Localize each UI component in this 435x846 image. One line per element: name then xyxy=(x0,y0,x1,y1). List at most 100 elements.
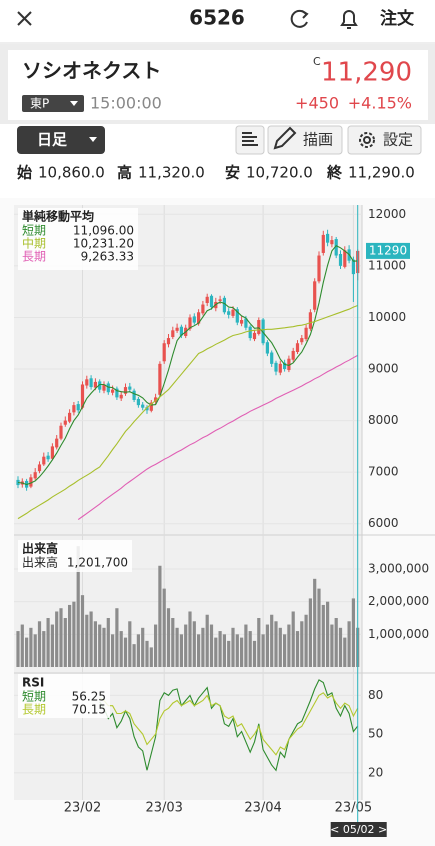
volume-bar xyxy=(20,624,24,667)
candle-body xyxy=(55,438,59,448)
legend-value: 56.25 xyxy=(72,690,106,704)
candle-body xyxy=(209,295,214,308)
volume-bar xyxy=(313,578,317,667)
volume-bar xyxy=(98,624,102,667)
candle-body xyxy=(158,363,162,395)
y-tick-label: 9000 xyxy=(368,362,399,376)
x-tick-label: 23/03 xyxy=(145,801,182,816)
period-selector[interactable] xyxy=(17,126,105,154)
candle-body xyxy=(265,342,269,354)
legend-name: 短期 xyxy=(22,224,46,238)
refresh-button[interactable] xyxy=(290,9,309,28)
volume-bar xyxy=(179,634,183,667)
legend-box xyxy=(18,208,138,270)
candle-body xyxy=(283,362,287,370)
candle-body xyxy=(72,405,76,413)
volume-bar xyxy=(270,614,274,667)
candle-body xyxy=(291,350,295,360)
candle-body xyxy=(89,378,93,388)
candle-body xyxy=(287,358,291,371)
ohlc-value: 11,290.0 xyxy=(348,164,415,182)
candle-body xyxy=(119,394,123,399)
candle-body xyxy=(270,352,274,364)
volume-bar xyxy=(136,634,140,667)
candle-body xyxy=(115,388,119,398)
candle-body xyxy=(85,379,89,386)
volume-bar xyxy=(184,624,188,667)
candle-body xyxy=(171,330,175,338)
candle-body xyxy=(175,327,179,331)
candle-body xyxy=(330,240,334,245)
header-title: 6526 xyxy=(189,6,245,30)
volume-bar xyxy=(16,631,20,667)
volume-bar xyxy=(317,588,321,667)
price-flag: C xyxy=(313,55,321,68)
volume-bar xyxy=(257,618,261,667)
legend-value: 1,201,700 xyxy=(67,556,128,570)
chart: 23/02 23/03 23/04 23/05 6000 7000 8000 9000 1000… xyxy=(14,205,435,837)
legend-name: 短期 xyxy=(22,690,46,704)
volume-bar xyxy=(158,565,162,667)
volume-bar xyxy=(201,627,205,667)
volume-bar xyxy=(111,634,115,667)
alert-button[interactable] xyxy=(340,10,358,29)
close-button[interactable] xyxy=(17,11,32,26)
candle-body xyxy=(188,317,192,329)
legend-value: 10,231.20 xyxy=(73,237,134,251)
market-selector[interactable] xyxy=(22,95,84,112)
volume-bar xyxy=(321,604,325,667)
y-tick-label: 8000 xyxy=(368,413,399,427)
price-marker-label: 11290 xyxy=(369,243,407,257)
candle-body xyxy=(222,297,226,313)
settings-label: 設定 xyxy=(383,131,413,149)
legend-value: 11,096.00 xyxy=(73,224,134,238)
candle-body xyxy=(37,464,42,472)
volume-bar xyxy=(283,634,287,667)
candle-body xyxy=(68,412,72,422)
y-tick-label: 80 xyxy=(368,688,383,702)
candle-body xyxy=(132,390,136,400)
candle-body xyxy=(93,381,97,388)
candle-body xyxy=(136,398,140,406)
y-tick-label: 2,000,000 xyxy=(368,594,429,608)
market-dropdown-arrow xyxy=(70,101,78,106)
order-button[interactable]: 注文 xyxy=(380,8,415,29)
volume-bar xyxy=(304,614,308,667)
legend-name: 出来高 xyxy=(22,556,58,570)
ohlc-label: 始 xyxy=(17,164,32,182)
candle-body xyxy=(313,281,317,310)
volume-bar xyxy=(80,595,85,667)
volume-bar xyxy=(291,611,295,667)
volume-bar xyxy=(76,546,80,667)
market-label: 東P xyxy=(30,97,49,111)
volume-bar xyxy=(93,621,97,667)
candle-body xyxy=(59,425,63,439)
candle-body xyxy=(166,338,171,345)
volume-bar xyxy=(244,624,248,667)
ohlc-row: 始 10,860.0 高 11,320.0 安 10,720.0 終 11,290.0 xyxy=(17,164,415,182)
volume-bar xyxy=(102,627,106,667)
volume-bar xyxy=(240,637,244,667)
candle-body xyxy=(162,343,166,362)
candle-body xyxy=(29,477,33,487)
draw-label: 描画 xyxy=(303,131,333,149)
volume-bar xyxy=(326,601,330,667)
volume-bar xyxy=(265,624,269,667)
y-tick-label: 10000 xyxy=(368,310,406,324)
candle-body xyxy=(240,320,244,324)
volume-bar xyxy=(197,634,201,667)
volume-bar xyxy=(218,631,222,667)
cursor-box[interactable] xyxy=(330,822,387,837)
volume-bar xyxy=(205,614,209,667)
draw-button[interactable] xyxy=(267,125,343,155)
y-tick-label: 7000 xyxy=(368,465,399,479)
volume-bar xyxy=(248,631,252,667)
volume-bar xyxy=(145,640,149,667)
y-tick-label: 20 xyxy=(368,765,383,779)
period-dropdown-arrow xyxy=(89,137,97,142)
candle-body xyxy=(128,386,132,390)
ohlc-value: 10,860.0 xyxy=(38,164,105,182)
candle-body xyxy=(274,362,278,372)
candle-body xyxy=(326,233,330,243)
